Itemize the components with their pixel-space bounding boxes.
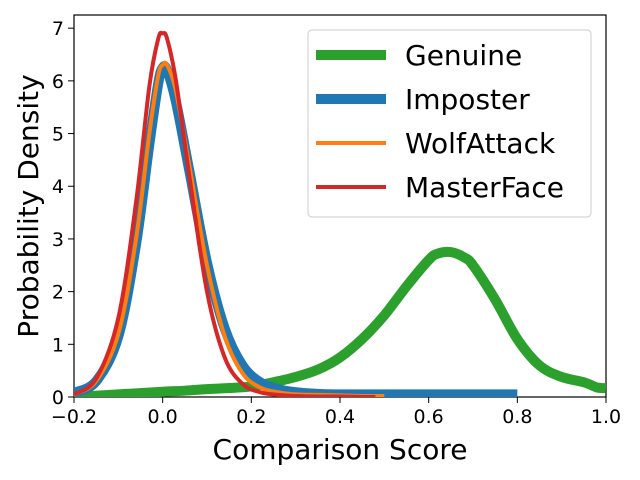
y-tick-label: 7 [52, 18, 64, 40]
legend-label-imposter: Imposter [405, 83, 530, 116]
x-tick-label: 0.8 [502, 406, 532, 428]
series-line-genuine [74, 246, 606, 397]
legend-label-wolfattack: WolfAttack [405, 127, 556, 160]
x-tick-label: 0.2 [236, 406, 266, 428]
y-axis-ticks: 0 1 2 3 4 5 6 7 [52, 18, 74, 409]
y-tick-label: 0 [52, 387, 64, 409]
legend-label-masterface: MasterFace [405, 171, 564, 204]
plot-area: −0.2 0.0 0.2 0.4 0.6 0.8 1.0 0 1 2 3 4 5 6 7 [51, 14, 621, 428]
y-tick-label: 3 [52, 229, 64, 251]
x-axis-ticks: −0.2 0.0 0.2 0.4 0.6 0.8 1.0 [51, 397, 621, 428]
legend: Genuine Imposter WolfAttack MasterFace [307, 29, 592, 218]
y-tick-label: 4 [52, 176, 64, 198]
series-line-masterface [74, 30, 376, 397]
legend-box [307, 29, 592, 218]
x-tick-label: 0.6 [414, 406, 444, 428]
y-tick-label: 5 [52, 124, 64, 146]
y-tick-label: 2 [52, 282, 64, 304]
x-tick-label: 1.0 [591, 406, 621, 428]
series-layer [74, 30, 606, 397]
y-tick-label: 6 [52, 71, 64, 93]
legend-label-genuine: Genuine [405, 39, 522, 72]
x-axis-label: Comparison Score [213, 433, 468, 466]
x-tick-label: 0.4 [325, 406, 355, 428]
y-tick-label: 1 [52, 334, 64, 356]
x-tick-label: −0.2 [51, 406, 97, 428]
x-tick-label: 0.0 [148, 406, 178, 428]
y-axis-label: Probability Density [12, 74, 45, 337]
